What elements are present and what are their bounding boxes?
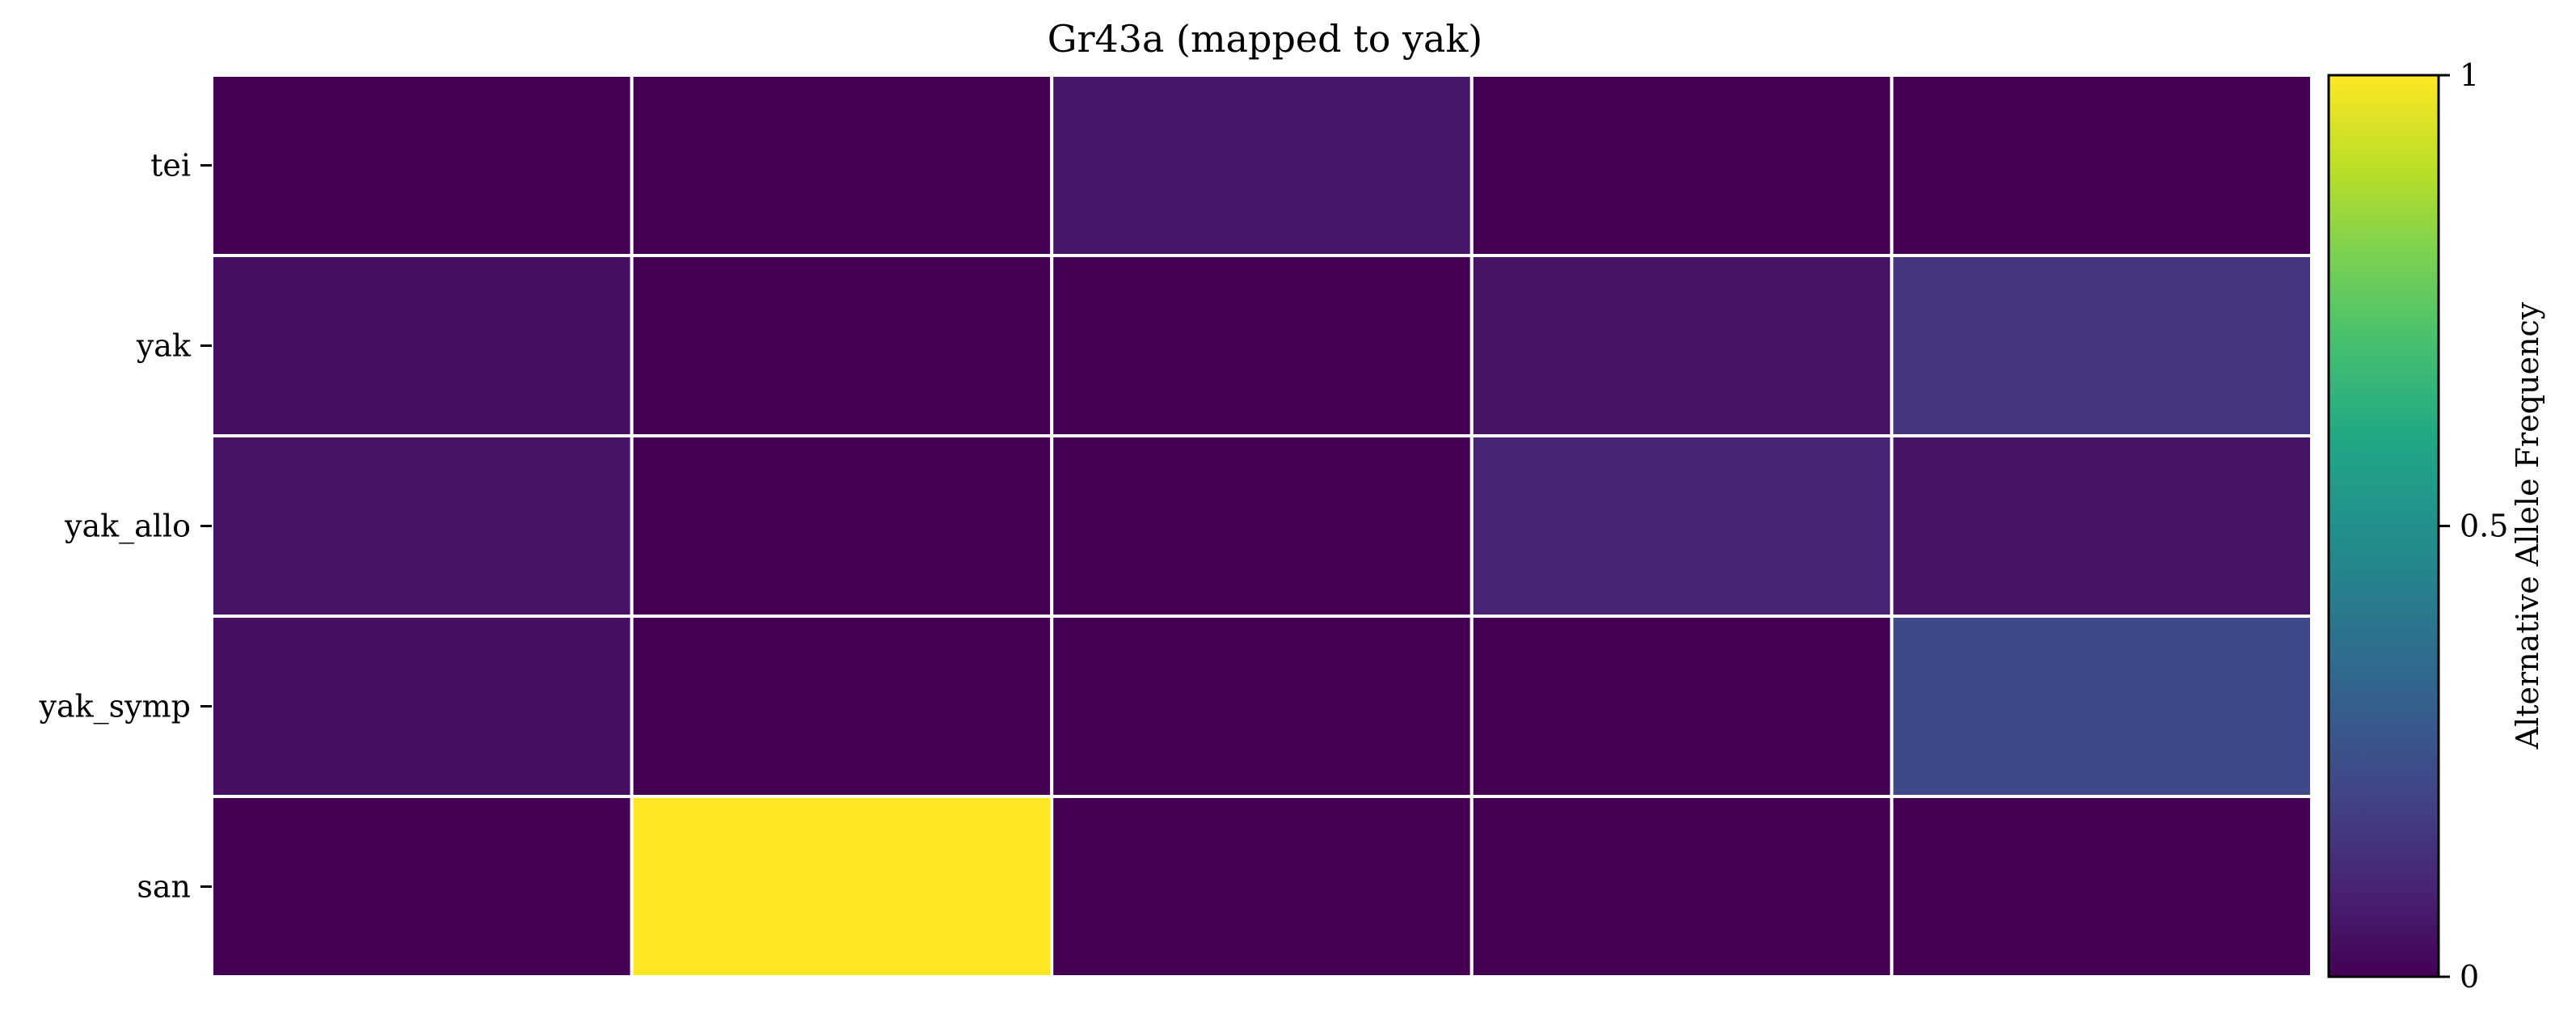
- row-label-yak: yak: [136, 328, 192, 364]
- heatmap-cells: [210, 74, 2313, 978]
- heatmap-cell-tei-3: [1050, 74, 1474, 257]
- row-label-yak_allo: yak_allo: [64, 509, 191, 545]
- heatmap-cell-yak-4: [1469, 254, 1894, 437]
- heatmap-cell-yak-2: [630, 254, 1054, 437]
- heatmap-cell-yak_symp-3: [1050, 615, 1474, 798]
- heatmap-cell-tei-4: [1469, 74, 1894, 257]
- heatmap-cell-tei-2: [630, 74, 1054, 257]
- heatmap-cell-yak_symp-4: [1469, 615, 1894, 798]
- colorbar-tick-label-0.5: 0.5: [2460, 509, 2508, 544]
- heatmap-cell-yak_allo-5: [1890, 434, 2313, 618]
- heatmap-cell-yak-1: [210, 254, 634, 437]
- heatmap-cell-yak_allo-1: [210, 434, 634, 618]
- heatmap-cell-yak_allo-2: [630, 434, 1054, 618]
- heatmap-cell-yak_allo-4: [1469, 434, 1894, 618]
- row-label-san: san: [137, 869, 191, 905]
- heatmap-cell-yak_symp-1: [210, 615, 634, 798]
- heatmap-cell-yak_symp-5: [1890, 615, 2313, 798]
- heatmap-cell-san-3: [1050, 795, 1474, 978]
- heatmap-cell-san-2: [630, 795, 1054, 978]
- colorbar-gradient: [2327, 74, 2440, 978]
- colorbar-label: Alternative Allele Frequency: [2510, 302, 2545, 750]
- colorbar: 00.51 Alternative Allele Frequency: [2327, 57, 2545, 995]
- heatmap-cell-tei-1: [210, 74, 634, 257]
- heatmap-cell-san-4: [1469, 795, 1894, 978]
- heatmap-cell-yak_allo-3: [1050, 434, 1474, 618]
- heatmap-cell-yak_symp-2: [630, 615, 1054, 798]
- heatmap-cell-tei-5: [1890, 74, 2313, 257]
- heatmap-cell-san-1: [210, 795, 634, 978]
- row-label-yak_symp: yak_symp: [39, 689, 191, 725]
- heatmap-cell-san-5: [1890, 795, 2313, 978]
- colorbar-tick-label-1: 1: [2460, 57, 2479, 93]
- heatmap-cell-yak-3: [1050, 254, 1474, 437]
- colorbar-ticks: 00.51: [2439, 57, 2508, 995]
- row-label-tei: tei: [150, 148, 191, 184]
- chart-title: Gr43a (mapped to yak): [1048, 17, 1483, 61]
- colorbar-tick-label-0: 0: [2460, 959, 2479, 995]
- heatmap-cell-yak-5: [1890, 254, 2313, 437]
